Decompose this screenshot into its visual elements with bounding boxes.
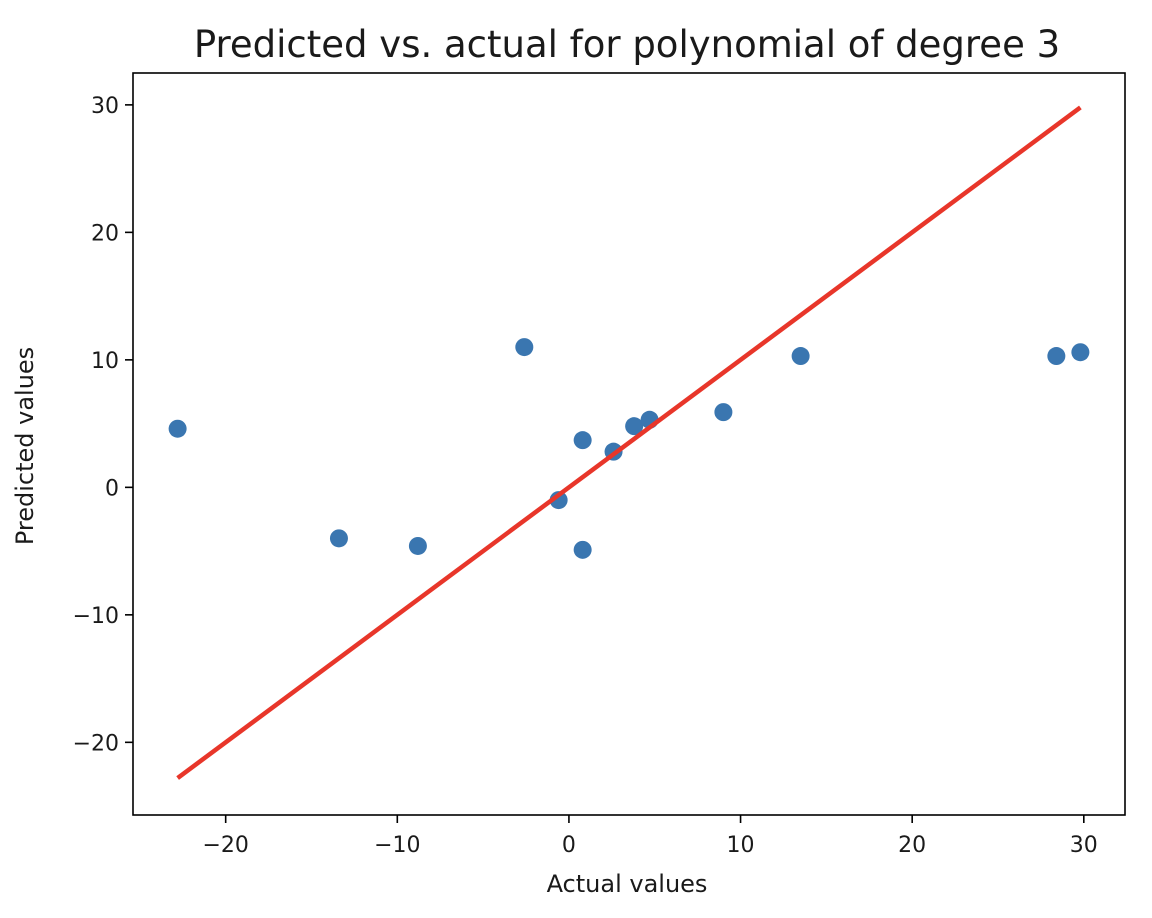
y-tick-label: −10 <box>73 604 119 629</box>
data-point <box>714 403 733 422</box>
x-tick-label: 0 <box>562 833 576 858</box>
x-tick-label: 10 <box>727 833 755 858</box>
data-layer <box>168 105 1090 780</box>
x-tick-label: 30 <box>1070 833 1098 858</box>
data-point <box>515 338 534 357</box>
data-point <box>1071 343 1090 362</box>
data-point <box>791 347 810 366</box>
y-tick-label: 10 <box>91 349 119 374</box>
chart-title: Predicted vs. actual for polynomial of d… <box>194 23 1060 66</box>
data-point <box>329 529 348 548</box>
y-axis: −20 −10 0 10 20 30 <box>73 94 133 756</box>
data-point <box>573 431 592 450</box>
data-point <box>1047 347 1066 366</box>
y-tick-label: 20 <box>91 221 119 246</box>
data-point <box>408 536 427 555</box>
y-axis-label: Predicted values <box>11 347 39 545</box>
x-tick-label: −20 <box>202 833 248 858</box>
data-point <box>573 540 592 559</box>
y-tick-label: −20 <box>73 731 119 756</box>
x-tick-label: 20 <box>898 833 926 858</box>
y-tick-label: 30 <box>91 94 119 119</box>
x-tick-label: −10 <box>374 833 420 858</box>
y-tick-label: 0 <box>105 476 119 501</box>
data-point <box>168 419 187 438</box>
data-point <box>625 417 644 436</box>
ideal-fit-line <box>176 105 1082 780</box>
plot-frame <box>132 72 1126 816</box>
x-axis: −20 −10 0 10 20 30 <box>202 815 1098 858</box>
x-axis-label: Actual values <box>547 870 708 898</box>
